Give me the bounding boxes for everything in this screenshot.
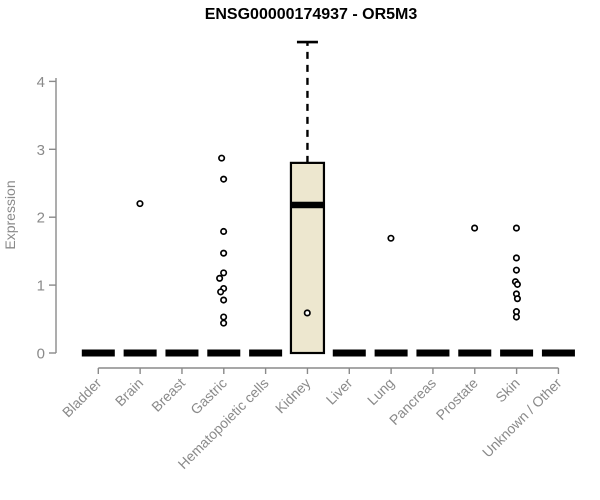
- collapsed-box-liver: [332, 349, 366, 357]
- outlier-point-liver: [303, 309, 311, 317]
- outlier-point-pancreas: [387, 234, 395, 242]
- outlier-point-skin: [471, 224, 479, 232]
- x-category-label-brain: Brain: [112, 375, 146, 409]
- outlier-point-hematopoietic-cells: [216, 274, 224, 282]
- x-category-label-prostate: Prostate: [433, 375, 481, 423]
- x-category-label-lung: Lung: [364, 375, 397, 408]
- collapsed-box-unknown-other: [541, 349, 575, 357]
- outlier-point-unknown-other: [512, 254, 520, 262]
- y-tick-label: 0: [37, 346, 45, 363]
- outlier-point-breast: [136, 200, 144, 208]
- outlier-point-hematopoietic-cells: [218, 154, 226, 162]
- chart-title: ENSG00000174937 - OR5M3: [204, 6, 418, 23]
- collapsed-box-skin: [500, 349, 534, 357]
- outlier-point-unknown-other: [513, 295, 521, 303]
- collapsed-box-gastric: [207, 349, 241, 357]
- outlier-point-hematopoietic-cells: [220, 313, 228, 321]
- collapsed-box-prostate: [458, 349, 492, 357]
- x-category-label-bladder: Bladder: [59, 375, 105, 421]
- collapsed-box-breast: [165, 349, 199, 357]
- collapsed-box-bladder: [81, 349, 115, 357]
- outlier-point-hematopoietic-cells: [220, 249, 228, 257]
- y-tick-label: 2: [37, 210, 45, 227]
- outlier-point-unknown-other: [512, 266, 520, 274]
- x-category-label-skin: Skin: [492, 375, 523, 406]
- outlier-point-hematopoietic-cells: [220, 296, 228, 304]
- y-tick-label: 1: [37, 278, 45, 295]
- outlier-point-hematopoietic-cells: [220, 319, 228, 327]
- outlier-point-hematopoietic-cells: [220, 175, 228, 183]
- x-category-label-liver: Liver: [323, 375, 356, 408]
- collapsed-box-hematopoietic-cells: [249, 349, 283, 357]
- collapsed-box-lung: [374, 349, 408, 357]
- box-kidney: [289, 161, 326, 355]
- outlier-point-hematopoietic-cells: [220, 227, 228, 236]
- collapsed-box-pancreas: [416, 349, 450, 357]
- y-tick-label: 4: [37, 74, 45, 91]
- collapsed-box-brain: [123, 349, 157, 357]
- y-tick-label: 3: [37, 142, 45, 159]
- x-category-label-kidney: Kidney: [272, 375, 314, 417]
- x-category-label-breast: Breast: [148, 375, 188, 415]
- median-line-kidney: [290, 201, 324, 209]
- outlier-point-unknown-other: [512, 313, 520, 321]
- x-category-label-unknown-other: Unknown / Other: [479, 375, 565, 461]
- outlier-point-hematopoietic-cells: [220, 269, 228, 277]
- outlier-point-hematopoietic-cells: [217, 288, 225, 296]
- outlier-point-unknown-other: [512, 224, 520, 232]
- y-axis-title: Expression: [2, 180, 18, 249]
- outlier-point-unknown-other: [513, 280, 521, 288]
- x-category-label-pancreas: Pancreas: [386, 375, 439, 428]
